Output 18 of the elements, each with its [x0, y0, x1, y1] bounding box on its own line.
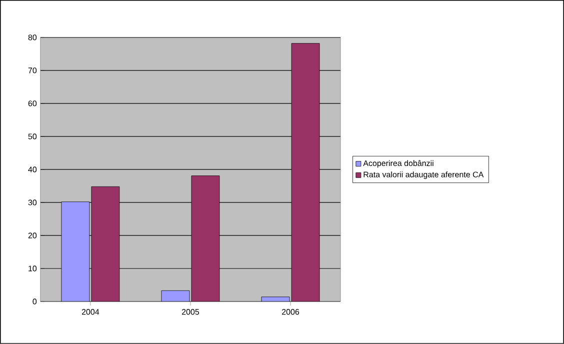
bar — [191, 176, 220, 302]
y-tick-label: 70 — [28, 68, 37, 74]
y-tick-label: 40 — [28, 166, 37, 172]
y-tick-label: 10 — [28, 266, 37, 272]
y-tick-label: 0 — [32, 298, 37, 304]
bar — [61, 202, 90, 302]
y-tick-label: 20 — [28, 232, 37, 238]
legend-label: Acoperirea dobânzii — [363, 160, 434, 168]
x-tick-label: 2006 — [282, 309, 300, 315]
bar — [91, 186, 120, 302]
legend-label: Rata valorii adaugate aferente CA — [364, 172, 484, 179]
bar — [291, 43, 320, 302]
y-tick-label: 60 — [28, 100, 37, 106]
x-tick-label: 2004 — [82, 309, 100, 315]
y-tick-label: 50 — [28, 134, 37, 140]
y-tick-label: 30 — [28, 200, 37, 206]
x-tick-label: 2005 — [182, 309, 200, 315]
y-tick-label: 80 — [28, 34, 37, 40]
